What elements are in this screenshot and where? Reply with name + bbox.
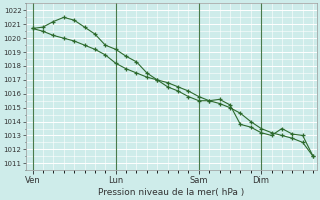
- X-axis label: Pression niveau de la mer( hPa ): Pression niveau de la mer( hPa ): [98, 188, 244, 197]
